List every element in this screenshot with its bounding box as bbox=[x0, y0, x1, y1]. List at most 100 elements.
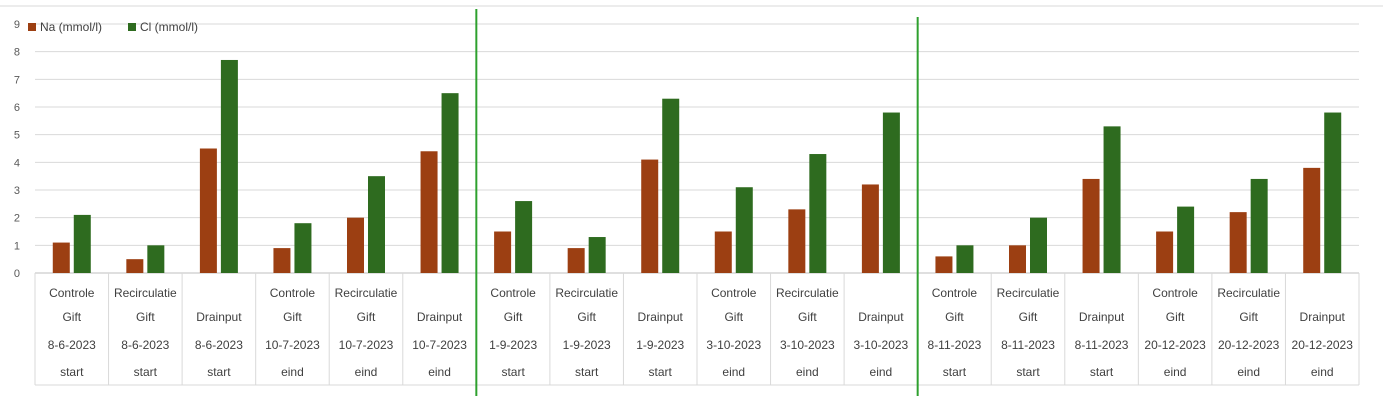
bar-cl-7 bbox=[588, 237, 606, 273]
bar-cl-1 bbox=[147, 245, 165, 273]
bar-na-10 bbox=[788, 209, 806, 273]
category-label: Gift bbox=[1239, 310, 1258, 324]
category-label: start bbox=[207, 365, 231, 379]
category-label: 8-11-2023 bbox=[928, 338, 982, 352]
bar-cl-4 bbox=[368, 176, 385, 273]
bar-na-3 bbox=[273, 248, 291, 273]
category-label: 8-6-2023 bbox=[48, 338, 96, 352]
category-label: start bbox=[575, 365, 599, 379]
category-label: 20-12-2023 bbox=[1144, 338, 1206, 352]
category-label: Drainput bbox=[1079, 310, 1125, 324]
category-label: eind bbox=[1237, 365, 1260, 379]
bar-cl-12 bbox=[956, 245, 974, 273]
y-tick-label: 9 bbox=[14, 19, 20, 31]
category-label: Recirculatie bbox=[335, 286, 398, 300]
bar-na-9 bbox=[714, 231, 732, 273]
category-label: Gift bbox=[62, 310, 81, 324]
category-label: Gift bbox=[1019, 310, 1038, 324]
bar-cl-3 bbox=[294, 223, 312, 273]
category-label: Controle bbox=[1152, 286, 1198, 300]
bar-na-0 bbox=[52, 242, 70, 273]
category-label: start bbox=[60, 365, 84, 379]
category-label: 8-11-2023 bbox=[1001, 338, 1055, 352]
category-label: Gift bbox=[283, 310, 302, 324]
y-tick-label: 2 bbox=[14, 213, 20, 225]
category-label: start bbox=[1090, 365, 1114, 379]
category-label: start bbox=[943, 365, 967, 379]
bar-na-4 bbox=[347, 217, 364, 273]
category-label: start bbox=[649, 365, 673, 379]
y-tick-label: 8 bbox=[14, 47, 20, 59]
legend: Na (mmol/l) Cl (mmol/l) bbox=[28, 20, 198, 34]
category-label: start bbox=[1016, 365, 1040, 379]
category-label: 20-12-2023 bbox=[1292, 338, 1354, 352]
y-tick-label: 5 bbox=[14, 130, 20, 142]
legend-swatch-cl bbox=[128, 23, 136, 31]
category-label: Recirculatie bbox=[1217, 286, 1280, 300]
category-label: 10-7-2023 bbox=[265, 338, 320, 352]
bar-na-7 bbox=[567, 248, 585, 273]
bar-cl-10 bbox=[809, 154, 827, 273]
bar-cl-5 bbox=[441, 93, 459, 274]
category-label: Recirculatie bbox=[555, 286, 618, 300]
bar-na-6 bbox=[494, 231, 512, 273]
category-label: Controle bbox=[270, 286, 316, 300]
category-label: 3-10-2023 bbox=[780, 338, 835, 352]
bar-cl-11 bbox=[882, 112, 900, 274]
y-tick-label: 1 bbox=[14, 240, 20, 252]
bar-cl-14 bbox=[1103, 126, 1121, 273]
category-label: Gift bbox=[357, 310, 376, 324]
group-separators bbox=[475, 9, 919, 396]
category-label: 8-6-2023 bbox=[121, 338, 169, 352]
legend-label-na: Na (mmol/l) bbox=[40, 20, 102, 34]
category-label: Drainput bbox=[1300, 310, 1346, 324]
category-label: Drainput bbox=[858, 310, 904, 324]
category-label: eind bbox=[1311, 365, 1334, 379]
category-label: Controle bbox=[711, 286, 757, 300]
bar-cl-0 bbox=[73, 214, 91, 273]
bar-na-5 bbox=[420, 151, 438, 273]
legend-swatch-na bbox=[28, 23, 36, 31]
bar-cl-6 bbox=[515, 201, 533, 273]
bar-na-12 bbox=[935, 256, 953, 273]
category-label: Drainput bbox=[196, 310, 242, 324]
bar-na-11 bbox=[861, 184, 879, 273]
category-label: 8-11-2023 bbox=[1075, 338, 1129, 352]
category-label: eind bbox=[355, 365, 378, 379]
category-labels: Controle Gift 8-6-2023 start Recirculatie Gif… bbox=[48, 286, 1353, 379]
bar-na-8 bbox=[641, 159, 659, 273]
category-label: Gift bbox=[724, 310, 743, 324]
category-label: 10-7-2023 bbox=[339, 338, 394, 352]
category-label: Gift bbox=[945, 310, 964, 324]
bar-cl-13 bbox=[1030, 217, 1047, 273]
category-label: eind bbox=[281, 365, 304, 379]
category-label: Gift bbox=[1166, 310, 1185, 324]
category-label: eind bbox=[796, 365, 819, 379]
category-label: eind bbox=[870, 365, 893, 379]
category-label: 10-7-2023 bbox=[412, 338, 467, 352]
bar-cl-17 bbox=[1324, 112, 1342, 274]
category-label: Gift bbox=[577, 310, 596, 324]
y-tick-label: 4 bbox=[14, 157, 20, 169]
category-label: Recirculatie bbox=[997, 286, 1060, 300]
category-label: Controle bbox=[49, 286, 95, 300]
category-label: Controle bbox=[932, 286, 978, 300]
category-label: Drainput bbox=[638, 310, 684, 324]
y-tick-label: 6 bbox=[14, 102, 20, 114]
category-label: 3-10-2023 bbox=[854, 338, 909, 352]
y-axis-ticks: 0 1 2 3 4 5 6 7 8 9 bbox=[14, 19, 20, 280]
category-label: Controle bbox=[490, 286, 536, 300]
bar-cl-8 bbox=[662, 98, 680, 273]
category-label: start bbox=[501, 365, 525, 379]
category-label: 8-6-2023 bbox=[195, 338, 243, 352]
category-label: Drainput bbox=[417, 310, 463, 324]
y-tick-label: 0 bbox=[14, 268, 20, 280]
category-label: Gift bbox=[798, 310, 817, 324]
bar-na-17 bbox=[1303, 167, 1321, 273]
category-label: eind bbox=[428, 365, 451, 379]
bar-na-2 bbox=[199, 148, 217, 273]
bar-cl-16 bbox=[1250, 178, 1268, 273]
category-label: 3-10-2023 bbox=[706, 338, 761, 352]
category-label: Gift bbox=[136, 310, 155, 324]
